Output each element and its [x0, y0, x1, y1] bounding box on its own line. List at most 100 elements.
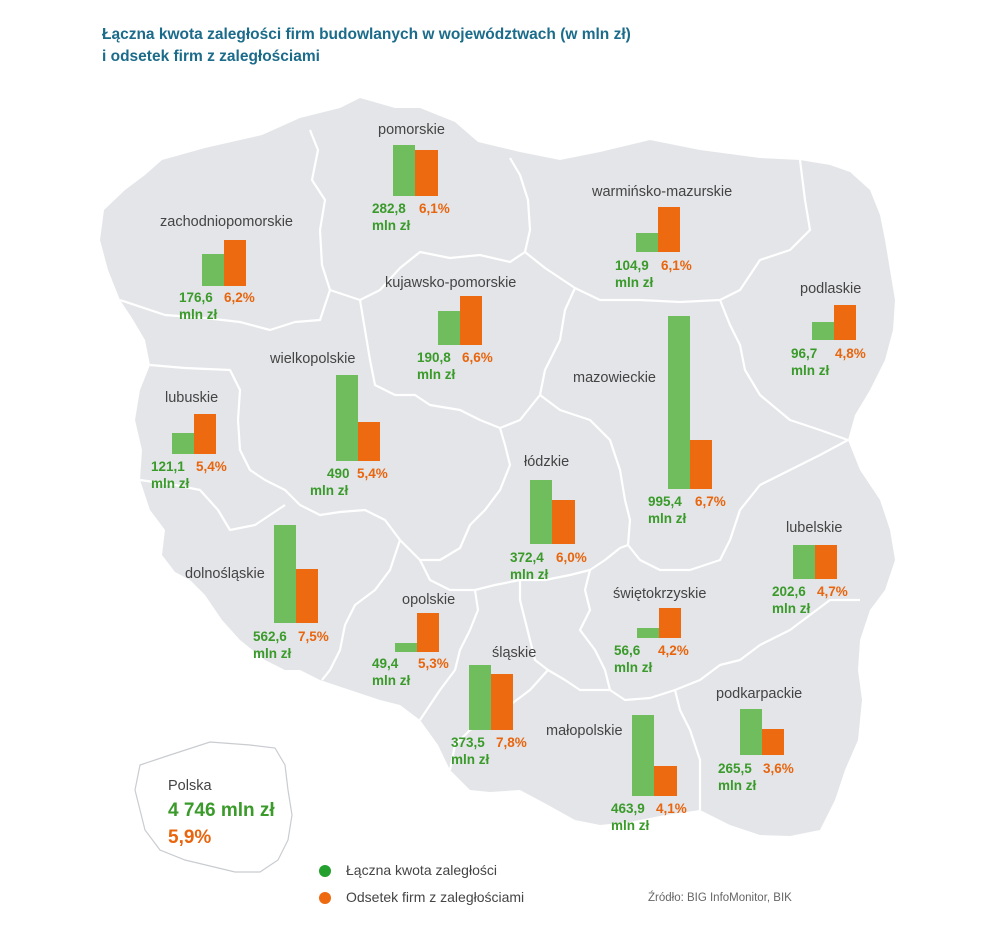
share-value: 6,6%: [462, 350, 493, 365]
region-name: lubelskie: [786, 520, 843, 536]
share-bar: [417, 613, 439, 652]
region-name: podlaskie: [800, 281, 862, 297]
share-bar: [658, 207, 680, 252]
share-bar: [762, 729, 784, 755]
amount-unit: mln zł: [772, 601, 811, 616]
amount-bar: [636, 233, 658, 252]
share-value: 5,3%: [418, 656, 449, 671]
amount-bar: [336, 375, 358, 461]
legend-share-dot: [319, 892, 331, 904]
region-name: małopolskie: [546, 723, 623, 739]
region-name: wielkopolskie: [270, 351, 356, 367]
amount-bar: [632, 715, 654, 796]
source-note: Źródło: BIG InfoMonitor, BIK: [648, 892, 792, 904]
amount-value: 104,9: [615, 258, 649, 273]
amount-unit: mln zł: [648, 511, 687, 526]
amount-value: 202,6: [772, 584, 806, 599]
region-name: kujawsko-pomorskie: [385, 275, 517, 291]
region-name: łódzkie: [524, 454, 570, 470]
amount-unit: mln zł: [451, 752, 490, 767]
amount-bar: [438, 311, 460, 345]
share-bar: [415, 150, 438, 196]
amount-value: 49,4: [372, 656, 399, 671]
share-value: 4,8%: [835, 346, 866, 361]
amount-bar: [393, 145, 415, 196]
amount-bar: [668, 316, 690, 489]
amount-bar: [395, 643, 417, 652]
share-value: 6,2%: [224, 290, 255, 305]
share-bar: [815, 545, 837, 579]
legend-share-label: Odsetek firm z zaległościami: [346, 889, 525, 905]
share-bar: [358, 422, 380, 461]
share-bar: [834, 305, 856, 340]
region-name: mazowieckie: [573, 370, 656, 386]
amount-unit: mln zł: [417, 367, 456, 382]
amount-value: 995,4: [648, 494, 682, 509]
region-name: pomorskie: [378, 122, 445, 138]
amount-unit: mln zł: [791, 363, 830, 378]
amount-unit: mln zł: [310, 483, 349, 498]
title-line-2: i odsetek firm z zaległościami: [102, 48, 320, 65]
share-bar: [224, 240, 246, 286]
share-value: 3,6%: [763, 761, 794, 776]
amount-value: 282,8: [372, 201, 406, 216]
share-value: 5,4%: [196, 459, 227, 474]
share-bar: [491, 674, 513, 730]
amount-bar: [469, 665, 491, 730]
share-bar: [194, 414, 216, 454]
amount-value: 562,6: [253, 629, 287, 644]
amount-value: 372,4: [510, 550, 544, 565]
amount-bar: [637, 628, 659, 638]
map-title: Łączna kwota zaległości firm budowlanych…: [102, 24, 631, 68]
amount-value: 176,6: [179, 290, 213, 305]
amount-value: 373,5: [451, 735, 485, 750]
share-bar: [460, 296, 482, 345]
amount-unit: mln zł: [151, 476, 190, 491]
share-bar: [654, 766, 677, 796]
voivodeship-borders: [119, 129, 860, 810]
amount-value: 56,6: [614, 643, 641, 658]
legend-amount-label: Łączna kwota zaległości: [346, 862, 497, 878]
share-value: 5,4%: [357, 466, 388, 481]
amount-value: 265,5: [718, 761, 752, 776]
polska-mini-outline: [134, 741, 293, 873]
share-value: 6,7%: [695, 494, 726, 509]
share-value: 4,1%: [656, 801, 687, 816]
share-value: 7,8%: [496, 735, 527, 750]
share-value: 7,5%: [298, 629, 329, 644]
legend-amount-dot: [319, 865, 331, 877]
share-bar: [690, 440, 712, 489]
region-name: lubuskie: [165, 390, 219, 406]
amount-unit: mln zł: [372, 673, 411, 688]
amount-bar: [793, 545, 815, 579]
amount-unit: mln zł: [611, 818, 650, 833]
amount-unit: mln zł: [372, 218, 411, 233]
amount-unit: mln zł: [718, 778, 757, 793]
region-name: dolnośląskie: [185, 566, 265, 582]
amount-bar: [202, 254, 224, 286]
region-name: zachodniopomorskie: [160, 214, 293, 230]
share-value: 4,2%: [658, 643, 689, 658]
amount-value: 463,9: [611, 801, 645, 816]
polska-label: Polska: [168, 778, 212, 794]
title-line-1: Łączna kwota zaległości firm budowlanych…: [102, 26, 631, 43]
region-name: opolskie: [402, 592, 456, 608]
amount-bar: [172, 433, 194, 454]
share-bar: [296, 569, 318, 623]
share-bar: [552, 500, 575, 544]
amount-bar: [274, 525, 296, 623]
poland-outline: [100, 98, 895, 836]
region-name: warmińsko-mazurskie: [592, 184, 733, 200]
amount-bar: [812, 322, 834, 340]
amount-unit: mln zł: [614, 660, 653, 675]
region-name: świętokrzyskie: [613, 586, 707, 602]
share-value: 6,1%: [661, 258, 692, 273]
amount-value: 121,1: [151, 459, 185, 474]
amount-value: 96,7: [791, 346, 818, 361]
amount-unit: mln zł: [179, 307, 218, 322]
amount-bar: [740, 709, 762, 755]
polska-share: 5,9%: [168, 827, 212, 848]
polska-total: 4 746 mln zł: [168, 800, 275, 821]
amount-unit: mln zł: [510, 567, 549, 582]
